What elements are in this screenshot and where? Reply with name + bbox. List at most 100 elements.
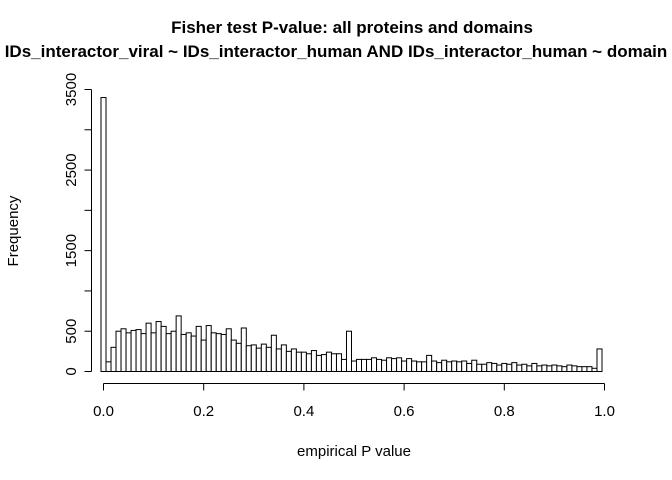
histogram-bar bbox=[240, 327, 247, 372]
histogram-bar bbox=[280, 344, 287, 373]
y-axis: 0 500 1500 2500 3500 bbox=[63, 73, 92, 376]
y-tick-label: 500 bbox=[63, 319, 80, 344]
x-tick-label: 0.6 bbox=[394, 403, 415, 420]
histogram-bar bbox=[285, 350, 292, 372]
chart-title: Fisher test P-value: all proteins and do… bbox=[171, 18, 533, 37]
x-tick-label: 0.8 bbox=[494, 403, 515, 420]
histogram-bar bbox=[546, 365, 553, 372]
histogram-bar bbox=[175, 315, 182, 373]
histogram-bar bbox=[120, 328, 127, 372]
histogram-bar bbox=[275, 348, 282, 373]
histogram-bar bbox=[270, 334, 277, 372]
histogram-bar bbox=[155, 321, 162, 372]
histogram-bar bbox=[225, 328, 232, 372]
histogram-bar bbox=[305, 353, 312, 372]
histogram-bar bbox=[335, 353, 342, 372]
histogram-bar bbox=[185, 332, 192, 372]
histogram-bar bbox=[551, 364, 558, 372]
histogram-bar bbox=[441, 359, 448, 373]
histogram-bar bbox=[300, 351, 307, 373]
histogram-bar bbox=[466, 362, 473, 373]
histogram-bar bbox=[250, 344, 257, 373]
histogram-bar bbox=[195, 325, 202, 373]
histogram-bar bbox=[325, 351, 332, 373]
histogram-bar bbox=[361, 358, 368, 373]
histogram-bar bbox=[406, 358, 413, 372]
histogram-bar bbox=[461, 360, 468, 372]
histogram-bar bbox=[150, 332, 157, 372]
histogram-bar bbox=[531, 362, 538, 373]
histogram-bar bbox=[511, 362, 518, 373]
histogram-bar bbox=[320, 354, 327, 372]
histogram-bar bbox=[140, 333, 147, 373]
histogram-bar bbox=[516, 364, 523, 372]
histogram-bar bbox=[205, 325, 212, 373]
x-axis-label: empirical P value bbox=[297, 443, 411, 460]
histogram-bar bbox=[315, 354, 322, 373]
histogram-bar bbox=[145, 322, 152, 373]
x-tick-label: 0.0 bbox=[93, 403, 114, 420]
histogram-bar bbox=[416, 361, 423, 372]
histogram-bar bbox=[426, 354, 433, 373]
histogram-bar bbox=[471, 359, 478, 373]
y-tick-label: 2500 bbox=[63, 153, 80, 186]
histogram-bar bbox=[235, 342, 242, 372]
y-tick-label: 3500 bbox=[63, 73, 80, 106]
histogram-bar bbox=[220, 333, 227, 373]
histogram-bar bbox=[230, 339, 237, 372]
histogram-bar bbox=[566, 364, 573, 372]
histogram-bar bbox=[265, 346, 272, 372]
histogram-bar bbox=[506, 363, 513, 372]
histogram-bar bbox=[486, 362, 493, 373]
histogram-bar bbox=[376, 358, 383, 373]
histogram-bar bbox=[496, 364, 503, 372]
histogram-bar bbox=[401, 360, 408, 372]
x-tick-label: 0.2 bbox=[193, 403, 214, 420]
histogram-bar bbox=[386, 357, 393, 372]
y-tick-label: 0 bbox=[63, 367, 80, 375]
histogram-bar bbox=[391, 358, 398, 372]
histogram-bar bbox=[260, 343, 267, 372]
histogram-bar bbox=[160, 325, 167, 373]
histogram-bar bbox=[501, 362, 508, 373]
histogram-bar bbox=[130, 329, 137, 373]
histogram-bar bbox=[351, 360, 358, 372]
histogram-bar bbox=[170, 330, 177, 372]
y-axis-label: Frequency bbox=[5, 195, 22, 266]
histogram-bar bbox=[105, 361, 112, 372]
histogram-bar bbox=[110, 346, 117, 372]
histogram-bar bbox=[446, 361, 453, 372]
histogram-bar bbox=[125, 332, 132, 372]
histogram-bar bbox=[571, 365, 578, 372]
histogram-bar bbox=[541, 364, 548, 372]
histogram-bar bbox=[295, 351, 302, 373]
histogram-bar bbox=[536, 365, 543, 372]
histogram-bar bbox=[356, 358, 363, 373]
histogram-bar bbox=[476, 363, 483, 372]
histogram-bar bbox=[556, 365, 563, 372]
histogram-bar bbox=[396, 357, 403, 372]
histogram-bar bbox=[411, 360, 418, 372]
histogram-bar bbox=[210, 332, 217, 372]
histogram-bar bbox=[561, 366, 568, 373]
histogram-bar bbox=[381, 359, 388, 373]
x-tick-label: 0.4 bbox=[293, 403, 314, 420]
chart-subtitle: IDs_interactor_viral ~ IDs_interactor_hu… bbox=[5, 42, 668, 61]
histogram-bar bbox=[596, 348, 603, 373]
histogram-bars bbox=[100, 97, 603, 373]
histogram-bar bbox=[421, 361, 428, 372]
histogram-bar bbox=[190, 335, 197, 372]
histogram-bar bbox=[526, 365, 533, 372]
histogram-bar bbox=[310, 350, 317, 372]
histogram-bar bbox=[245, 345, 252, 373]
histogram-bar bbox=[290, 348, 297, 373]
histogram-bar bbox=[451, 360, 458, 372]
histogram-bar bbox=[340, 358, 347, 373]
histogram-bar bbox=[456, 361, 463, 372]
histogram-bar bbox=[330, 353, 337, 372]
histogram-bar bbox=[521, 363, 528, 372]
histogram-bar bbox=[431, 360, 438, 372]
histogram-bar bbox=[491, 362, 498, 373]
histogram-bar bbox=[255, 347, 262, 373]
histogram-bar bbox=[586, 366, 593, 373]
